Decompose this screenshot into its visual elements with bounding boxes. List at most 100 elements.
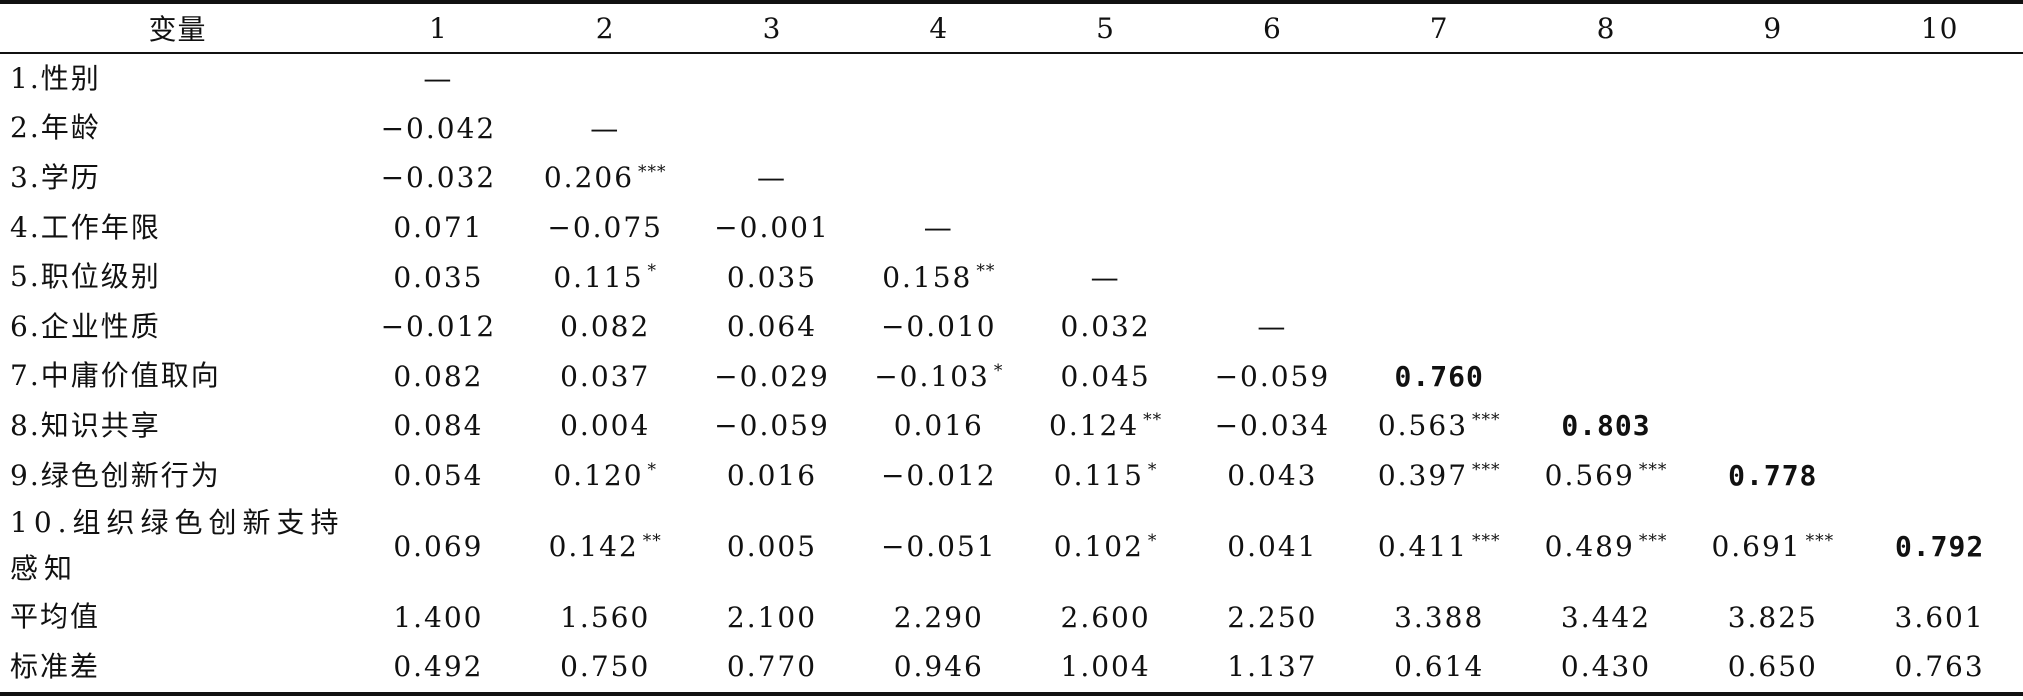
table-cell: 0.411 *** xyxy=(1356,500,1523,592)
table-row: 2.年龄 −0.042 — xyxy=(0,104,2023,154)
cell-value: −0.059 xyxy=(714,409,830,443)
diagonal-value: 0.803 xyxy=(1561,409,1651,443)
significance-marker: *** xyxy=(1805,530,1835,551)
cell-value: — xyxy=(1257,310,1288,344)
table-cell: 0.005 xyxy=(689,500,856,592)
table-cell: 0.115 * xyxy=(522,252,689,302)
significance-marker: * xyxy=(993,360,1004,381)
table-cell: 0.071 xyxy=(355,203,522,253)
cell-value: 0.016 xyxy=(726,459,818,493)
table-cell: 0.614 xyxy=(1356,642,1523,694)
diagonal-value: 0.760 xyxy=(1394,359,1484,393)
cell-value: 0.770 xyxy=(726,650,818,684)
table-cell xyxy=(1022,153,1189,203)
table-cell: 0.120 * xyxy=(522,451,689,501)
cell-content: 1.560 xyxy=(560,601,650,634)
cell-content: 0.792 xyxy=(1895,530,1984,563)
header-col-10: 10 xyxy=(1920,11,1959,45)
table-cell xyxy=(1856,252,2023,302)
cell-value: 0.124 xyxy=(1049,409,1140,443)
cell-content: 0.411 *** xyxy=(1378,530,1501,563)
header-variable: 变量 xyxy=(148,13,207,46)
table-cell xyxy=(1523,153,1690,203)
table-cell: 0.082 xyxy=(355,352,522,402)
significance-marker: *** xyxy=(1472,530,1501,551)
row-label: 6.企业性质 xyxy=(10,309,161,343)
header-col-3: 3 xyxy=(762,11,782,45)
table-cell: 1.137 xyxy=(1189,642,1356,694)
cell-content: −0.001 xyxy=(714,211,830,244)
cell-value: 0.411 xyxy=(1377,529,1469,563)
table-cell xyxy=(1856,53,2023,104)
cell-value: 3.388 xyxy=(1394,600,1485,634)
significance-marker: * xyxy=(1147,530,1158,551)
cell-content: 0.082 xyxy=(393,360,483,393)
significance-marker: ** xyxy=(642,530,662,551)
table-cell: 0.124 ** xyxy=(1022,401,1189,451)
table-cell xyxy=(689,104,856,154)
cell-value: −0.042 xyxy=(380,111,497,145)
cell-content: 3.825 xyxy=(1728,601,1818,634)
cell-value: — xyxy=(923,211,954,245)
cell-value: 0.043 xyxy=(1227,459,1318,493)
cell-content: 0.397 *** xyxy=(1378,459,1501,492)
table-cell xyxy=(1689,352,1856,402)
cell-value: 0.206 xyxy=(543,161,635,195)
table-cell xyxy=(1689,53,1856,104)
cell-content: 0.614 xyxy=(1394,650,1484,683)
table-cell xyxy=(689,53,856,104)
table-cell: 0.043 xyxy=(1189,451,1356,501)
table-row: 5.职位级别 0.035 0.115 * 0.035 0.158 ** — xyxy=(0,252,2023,302)
table-cell: 0.142 ** xyxy=(522,500,689,592)
table-cell xyxy=(1356,53,1523,104)
cell-value: 0.037 xyxy=(560,359,651,393)
table-cell: 3.388 xyxy=(1356,592,1523,642)
header-col-7: 7 xyxy=(1429,11,1449,45)
cell-value: 1.400 xyxy=(393,600,484,634)
cell-value: 1.137 xyxy=(1227,650,1318,684)
table-cell: — xyxy=(855,203,1022,253)
cell-value: 0.004 xyxy=(560,409,651,443)
cell-value: 0.035 xyxy=(726,260,818,294)
row-label: 1.性别 xyxy=(10,61,101,95)
header-col-4: 4 xyxy=(929,11,949,45)
table-cell: −0.032 xyxy=(355,153,522,203)
table-cell xyxy=(1856,302,2023,352)
cell-value: 3.442 xyxy=(1560,600,1652,634)
cell-content: — xyxy=(757,161,787,194)
table-cell: 1.560 xyxy=(522,592,689,642)
header-row: 变量 1 2 3 4 5 6 7 8 9 10 xyxy=(0,2,2023,53)
cell-content: −0.059 xyxy=(714,409,830,442)
cell-content: 0.037 xyxy=(560,360,650,393)
table-cell: 0.158 ** xyxy=(855,252,1022,302)
cell-value: −0.059 xyxy=(1214,359,1331,393)
table-cell: 1.004 xyxy=(1022,642,1189,694)
table-cell xyxy=(1189,153,1356,203)
header-col-8: 8 xyxy=(1596,11,1616,45)
table-cell: 0.792 xyxy=(1856,500,2023,592)
table-cell: −0.029 xyxy=(689,352,856,402)
cell-value: 0.763 xyxy=(1894,650,1985,684)
cell-value: 3.601 xyxy=(1894,600,1985,634)
cell-value: — xyxy=(1090,260,1121,294)
table-cell: 0.803 xyxy=(1523,401,1690,451)
table-cell xyxy=(1189,252,1356,302)
table-cell: 0.569 *** xyxy=(1523,451,1690,501)
header-col-2: 2 xyxy=(595,11,615,45)
significance-marker: *** xyxy=(1472,410,1501,431)
table-cell: 2.290 xyxy=(855,592,1022,642)
table-cell: 0.763 xyxy=(1856,642,2023,694)
cell-content: 0.071 xyxy=(393,211,483,244)
cell-content: — xyxy=(423,62,453,95)
table-cell xyxy=(522,53,689,104)
cell-content: 0.650 xyxy=(1728,650,1818,683)
table-cell: 0.691 *** xyxy=(1689,500,1856,592)
table-cell xyxy=(1523,104,1690,154)
table-cell: −0.059 xyxy=(1189,352,1356,402)
cell-content: 0.563 *** xyxy=(1378,409,1501,442)
table-cell: 0.035 xyxy=(689,252,856,302)
cell-value: −0.029 xyxy=(714,359,830,393)
cell-content: 0.041 xyxy=(1227,530,1317,563)
cell-content: 3.601 xyxy=(1895,601,1985,634)
table-cell xyxy=(1022,53,1189,104)
